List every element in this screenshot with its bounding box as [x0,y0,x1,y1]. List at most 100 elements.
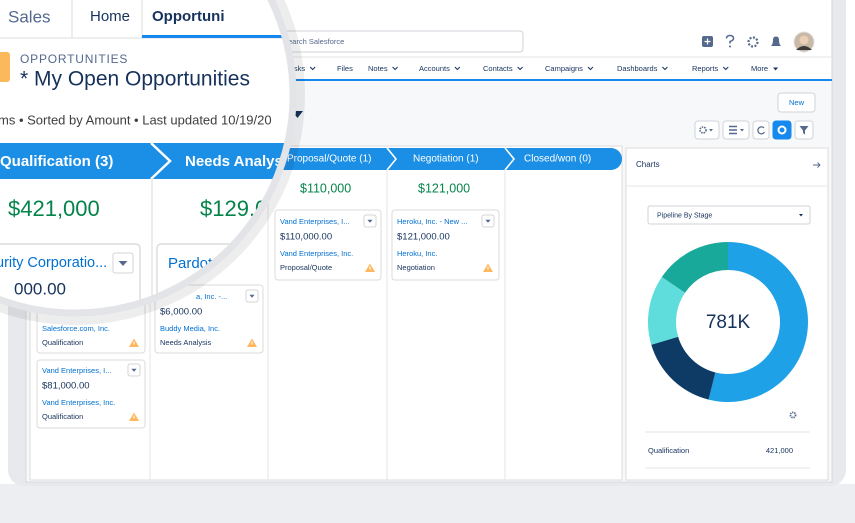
toolbar-button[interactable] [772,120,792,140]
donut-segment [648,277,686,345]
nav-item: Files [337,64,353,73]
stage-chevron [386,147,398,171]
card-amount: $121,000.00 [397,232,450,243]
nav-caret [309,66,316,71]
donut-segment [651,336,716,400]
card-title: Vand Enterprises, I... [280,217,349,226]
settings-icon [747,36,759,48]
toolbar-caret [740,129,744,132]
help-icon [725,34,735,44]
card-title: a, Inc. -... [196,292,227,301]
report-select-caret [799,214,803,217]
card-stage: Needs Analysis [160,338,212,347]
card-menu-caret [367,219,373,223]
stage-total: $421,000 [8,196,100,221]
stage-label: Closed/won (0) [524,154,591,165]
card-title: Vand Enterprises, I... [42,366,111,375]
card-amount: $81,000.00 [42,381,90,392]
lens-ring [0,0,297,317]
report-select[interactable] [647,205,811,225]
tab-label-active: Opportuni [152,8,224,25]
nav-item: Reports [692,64,719,73]
new-button-label: New [789,98,805,107]
refresh-icon [757,126,766,135]
list-meta: ms • Sorted by Amount • Last updated 10/… [0,112,272,127]
opportunity-card [274,209,382,281]
avatar-body [796,46,812,50]
card-stage: Qualification [42,338,83,347]
nav-item: Dashboards [617,64,658,73]
card-menu-caret [249,294,255,298]
list-title: * My Open Opportunities [20,68,250,91]
table-icon [729,125,737,135]
nav-caret [454,66,461,71]
stage-label: Negotiation (1) [413,154,479,165]
help-icon-dot [729,45,731,48]
stage-label: Qualification (3) [0,153,113,170]
stage-chevron [150,142,172,180]
app-name: Sales [8,7,51,26]
settings-icon [699,126,707,134]
card-menu-caret [485,219,491,223]
toolbar-caret [709,129,713,132]
card-stage: Qualification [42,412,83,421]
card-account: Salesforce.com, Inc. [42,324,110,333]
opportunity-card [154,284,264,354]
nav-caret [392,66,398,71]
nav-caret [662,66,668,71]
toolbar-button[interactable] [694,120,720,140]
search-placeholder: Search Salesforce [283,37,344,46]
card-account: Heroku, Inc. [397,249,437,258]
object-label: OPPORTUNITIES [20,52,128,66]
card-title: urity Corporatio... [0,255,107,271]
toolbar-button[interactable] [752,120,770,140]
opportunity-card [391,209,500,281]
notification-icon [771,36,781,46]
card-account: Buddy Media, Inc. [160,324,220,333]
object-icon [0,52,10,82]
nav-item: Contacts [483,64,513,73]
magnified-view: Sales Home Opportuni OPPORTUNITIES * My Open… [0,0,293,313]
chart-row-label: Qualification [648,446,689,455]
nav-item: More [751,64,768,73]
filter-icon [799,126,809,135]
card-menu-caret [131,368,137,372]
stage-chevron [504,147,516,171]
card-stage: Proposal/Quote [280,263,332,272]
nav-caret [517,66,523,71]
card-menu-caret [118,261,128,266]
avatar-face [799,35,809,45]
card-title: Heroku, Inc. - New ... [397,217,467,226]
add-icon-plus [704,38,711,45]
active-tab-underline [142,35,293,38]
nav-more-caret [773,67,779,71]
card-amount: $110,000.00 [280,232,332,243]
new-button[interactable] [777,92,816,113]
donut-center-label: 781K [706,312,751,333]
stage-label: Needs Analys [185,153,283,170]
chart-row-value: 421,000 [766,446,793,455]
nav-item: Campaigns [545,64,583,73]
card-amount: 000.00 [14,279,66,298]
nav-caret [587,66,594,71]
stage-path-zoomed [0,143,293,179]
nav-item: Tasks [286,64,305,73]
nav-item: Accounts [419,64,450,73]
nav-item: Notes [368,64,388,73]
charts-title: Charts [636,160,660,169]
opportunity-card [36,359,146,429]
card-stage: Negotiation [397,263,435,272]
donut-segment [661,242,728,293]
report-select-label: Pipeline By Stage [657,212,712,219]
stage-total: $110,000 [300,181,351,195]
collapse-arrow [813,162,821,168]
tab-label: Home [90,8,130,25]
stage-label: Proposal/Quote (1) [287,154,372,165]
chart-icon [777,125,787,135]
nav-underline [26,79,832,81]
lens-shadow [0,0,305,325]
card-amount: $6,000.00 [160,307,202,318]
chart-settings-icon [789,411,797,419]
card-account: Vand Enterprises, Inc. [280,249,353,258]
